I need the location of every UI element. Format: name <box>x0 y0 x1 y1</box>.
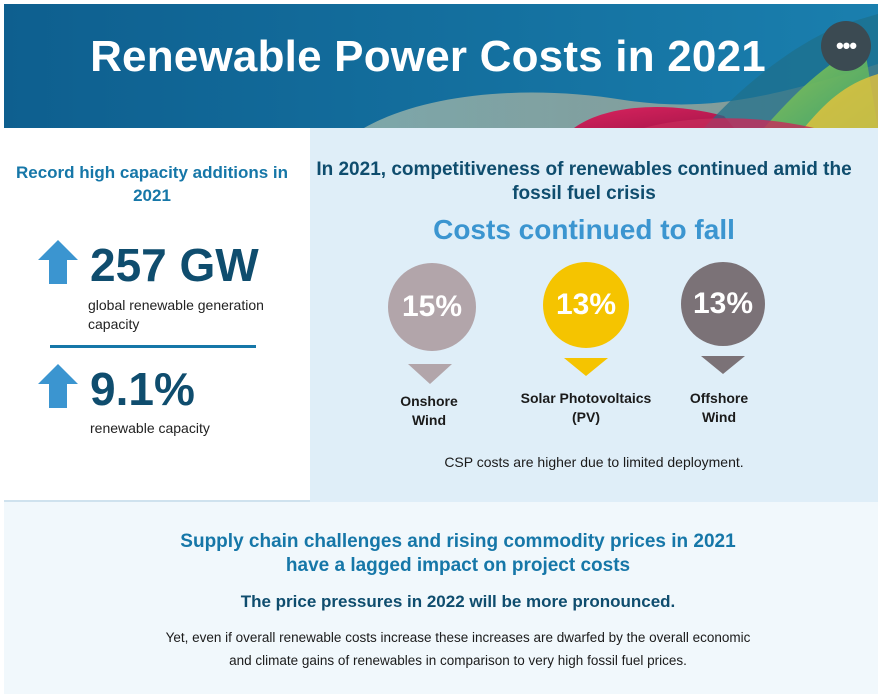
arrow-down-icon <box>701 356 745 374</box>
capacity-gw-caption: global renewable generation capacity <box>88 297 264 332</box>
capacity-percent-caption: renewable capacity <box>90 420 210 436</box>
page-title: Renewable Power Costs in 2021 <box>90 32 766 81</box>
csp-note: CSP costs are higher due to limited depl… <box>444 454 744 470</box>
offshore-wind-percent: 13% <box>692 287 754 320</box>
arrow-down-icon <box>564 358 608 376</box>
arrow-up-icon <box>38 364 78 408</box>
competitiveness-heading: In 2021, competitiveness of renewables c… <box>316 159 852 204</box>
onshore-wind-label: Onshore Wind <box>400 393 458 428</box>
summary-body-text: Yet, even if overall renewable costs inc… <box>165 630 751 668</box>
onshore-wind-bubble: 15% <box>388 263 476 351</box>
more-options-button[interactable]: ••• <box>821 21 871 71</box>
offshore-wind-label: Offshore Wind <box>689 390 749 425</box>
onshore-wind-percent: 15% <box>401 290 463 323</box>
costs-fall-subheading: Costs continued to fall <box>433 214 735 245</box>
price-pressure-subheading: The price pressures in 2022 will be more… <box>240 592 676 611</box>
supply-chain-panel: Supply chain challenges and rising commo… <box>4 502 878 694</box>
costs-panel: In 2021, competitiveness of renewables c… <box>310 128 878 502</box>
summary-body: Yet, even if overall renewable costs inc… <box>4 626 882 672</box>
supply-chain-heading-text: Supply chain challenges and rising commo… <box>180 531 736 576</box>
capacity-heading: Record high capacity additions in 2021 <box>15 163 289 205</box>
solar-pv-bubble: 13% <box>543 262 629 348</box>
capacity-gw-value: 257 GW <box>90 239 259 291</box>
arrow-up-icon <box>38 240 78 284</box>
capacity-panel: Record high capacity additions in 2021 2… <box>4 128 310 502</box>
offshore-wind-bubble: 13% <box>681 262 765 346</box>
panel-separator <box>4 500 310 502</box>
solar-pv-label: Solar Photovoltaics (PV) <box>520 390 652 425</box>
stat-divider <box>50 345 256 348</box>
header-banner: Renewable Power Costs in 2021 ••• <box>4 4 878 128</box>
more-dots-icon: ••• <box>835 33 857 58</box>
solar-pv-percent: 13% <box>555 288 617 321</box>
capacity-percent-value: 9.1% <box>90 363 195 415</box>
supply-chain-heading: Supply chain challenges and rising commo… <box>4 530 882 578</box>
arrow-down-icon <box>408 364 452 384</box>
